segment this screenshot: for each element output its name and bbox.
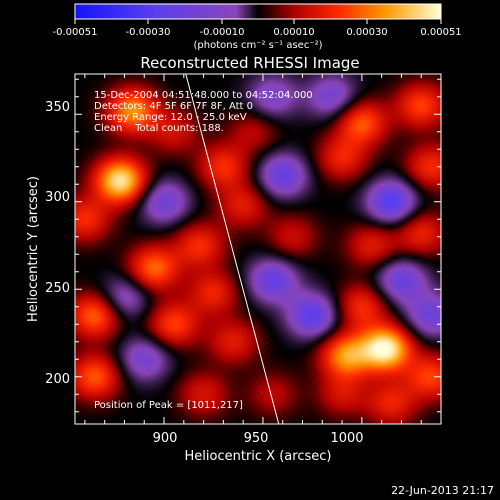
x-axis-label: Heliocentric X (arcsec) — [185, 449, 332, 464]
annotation-time-range: 15-Dec-2004 04:51:48.000 to 04:52:04.000 — [94, 90, 313, 101]
colorbar-tick-label-3: 0.00010 — [273, 27, 314, 38]
annotation-energy: Energy Range: 12.0 - 25.0 keV — [94, 112, 247, 123]
y-tick-label-250: 250 — [45, 281, 70, 296]
y-tick-label-350: 350 — [45, 100, 70, 115]
footer-timestamp: 22-Jun-2013 21:17 — [391, 484, 494, 497]
x-tick-label-1000: 1000 — [330, 431, 363, 446]
x-tick-label-950: 950 — [244, 431, 269, 446]
chart-title: Reconstructed RHESSI Image — [140, 54, 359, 72]
colorbar-tick-label-4: 0.00030 — [346, 27, 387, 38]
colorbar-tick-label-5: 0.00051 — [420, 27, 461, 38]
colorbar-unit-label: (photons cm⁻² s⁻¹ asec⁻²) — [193, 40, 322, 51]
peak-position-label: Position of Peak = [1011,217] — [94, 400, 243, 411]
annotation-detectors: Detectors: 4F 5F 6F 7F 8F, Att 0 — [94, 101, 253, 112]
y-tick-label-200: 200 — [45, 372, 70, 387]
y-axis-label: Heliocentric Y (arcsec) — [26, 176, 41, 322]
annotation-counts: Clean Total counts: 188. — [94, 123, 224, 134]
colorbar-tick-label-2: -0.00010 — [200, 27, 245, 38]
solar-limb-line — [185, 74, 280, 424]
axis-ticks — [75, 74, 442, 424]
colorbar-tick-label-0: -0.00051 — [53, 27, 98, 38]
colorbar — [74, 3, 442, 20]
y-tick-label-300: 300 — [45, 190, 70, 205]
colorbar-ticks — [74, 19, 442, 24]
colorbar-tick-label-1: -0.00030 — [126, 27, 171, 38]
plot-frame — [74, 73, 442, 425]
heatmap — [75, 74, 441, 424]
x-tick-label-900: 900 — [153, 431, 178, 446]
